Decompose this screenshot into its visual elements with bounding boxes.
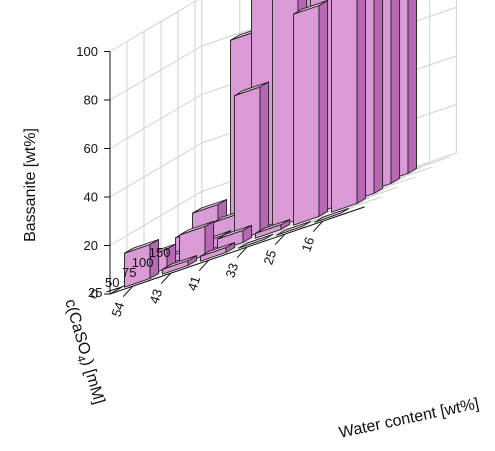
x-tick (274, 233, 286, 246)
bar (331, 0, 367, 213)
bar-top-face (179, 220, 215, 236)
x-tick-label: 54 (109, 300, 128, 318)
bar-top-face (234, 81, 270, 97)
x-tick-label: 41 (185, 274, 204, 292)
y-tick (106, 286, 123, 293)
bar (179, 220, 215, 265)
z-axis-title: Bassanite [wt%] (22, 128, 39, 242)
x-tick (198, 259, 210, 272)
bar (293, 0, 329, 226)
bars (124, 0, 418, 288)
y-tick-label: 150 (149, 245, 171, 260)
x-tick-label: 33 (223, 261, 242, 279)
bar-front-face (234, 86, 261, 242)
z-gridline (109, 0, 338, 101)
bar-side-face (407, 0, 418, 174)
bar-top-face (124, 239, 160, 254)
x-tick (236, 246, 248, 259)
y-tick-label: 50 (105, 275, 119, 290)
bar-side-face (356, 0, 367, 204)
y-tick-label: 75 (122, 265, 136, 280)
x-tick-label: 43 (147, 287, 166, 305)
bar-side-face (373, 0, 384, 194)
bar-top-face (238, 233, 274, 249)
bar-top-face (293, 0, 329, 15)
bar (200, 242, 236, 262)
x-axis-title: Water content [wt%] (338, 395, 481, 441)
bar-top-face (217, 224, 253, 240)
bar-top-face (255, 219, 291, 234)
bar (238, 233, 274, 249)
bar-side-face (318, 0, 329, 217)
z-gridline (109, 0, 199, 52)
x-tick (122, 285, 134, 298)
bar (234, 81, 270, 242)
z-tick-label: 20 (84, 238, 98, 253)
x-tick-label: 25 (261, 248, 280, 266)
z-tick-label: 60 (84, 141, 98, 156)
bar-top-face (200, 242, 236, 257)
z-tick-label: 0 (91, 287, 98, 302)
y-axis-title-tail: ) [mM] (79, 358, 108, 406)
y-axis-title-subscript: 4 (74, 354, 87, 363)
x-tick (312, 220, 324, 233)
bar-side-face (259, 81, 270, 233)
bar-top-face (314, 207, 350, 223)
bar (276, 220, 312, 236)
x-tick (160, 272, 172, 285)
y-axis-title-main: c(CaSO (61, 297, 93, 356)
bar-top-face (276, 220, 312, 236)
bar-side-face (390, 0, 401, 184)
bar (314, 207, 350, 223)
z-tick-label: 80 (84, 93, 98, 108)
bar (162, 255, 198, 275)
bar (124, 239, 160, 288)
bar (255, 219, 291, 239)
z-tick-label: 100 (76, 44, 98, 59)
z-tick-label: 40 (84, 190, 98, 205)
bar-front-face (293, 5, 320, 226)
bar-top-face (192, 199, 228, 214)
bar-top-face (162, 255, 198, 270)
bar-front-face (331, 0, 358, 213)
y-tick-label: 25 (88, 285, 102, 300)
y-tick-label: 100 (132, 255, 154, 270)
x-tick-label: 16 (299, 235, 318, 253)
y-axis-title: c(CaSO4) [mM] (58, 297, 107, 407)
